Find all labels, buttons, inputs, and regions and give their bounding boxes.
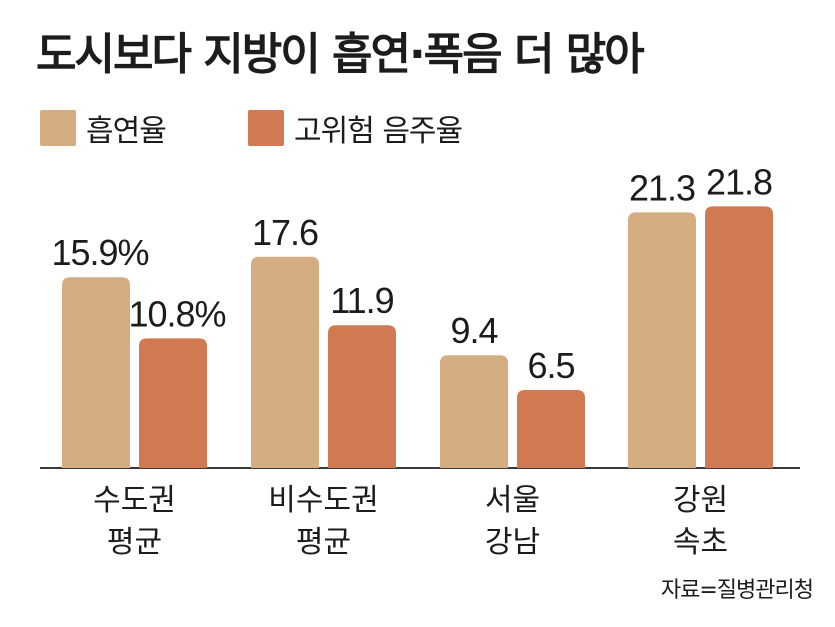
category-label-1-1: 평균	[296, 525, 351, 560]
category-label-3-0: 강원	[673, 483, 728, 518]
category-label-0-0: 수도권	[93, 483, 176, 518]
bar-drinking-3	[705, 206, 773, 468]
legend-swatch-drinking	[248, 110, 284, 146]
legend-item-smoking: 흡연율	[40, 108, 167, 149]
chart-title: 도시보다 지방이 흡연·폭음 더 많아	[36, 29, 645, 80]
data-label-drinking-0: 10.8%	[128, 293, 225, 334]
data-label-smoking-0: 15.9%	[51, 232, 148, 273]
source-note: 자료=질병관리청	[660, 578, 814, 603]
bar-smoking-3	[628, 212, 696, 468]
legend-swatch-smoking	[40, 110, 76, 146]
category-label-3-1: 속초	[673, 525, 728, 560]
data-label-smoking-3: 21.3	[629, 167, 695, 208]
data-label-drinking-3: 21.8	[706, 161, 772, 202]
bar-smoking-0	[62, 277, 130, 468]
category-label-2-0: 서울	[485, 483, 540, 518]
bar-drinking-2	[517, 390, 585, 468]
bar-drinking-1	[328, 325, 396, 468]
bar-smoking-1	[251, 256, 319, 468]
legend-label-smoking: 흡연율	[86, 114, 167, 149]
bar-smoking-2	[440, 355, 508, 468]
category-label-1-0: 비수도권	[268, 483, 378, 518]
data-label-drinking-1: 11.9	[330, 280, 393, 321]
legend-item-drinking: 고위험 음주율	[248, 108, 463, 149]
data-label-smoking-2: 9.4	[450, 310, 497, 351]
bar-drinking-0	[139, 338, 207, 468]
legend-label-drinking: 고위험 음주율	[294, 114, 463, 149]
category-label-2-1: 강남	[485, 525, 540, 560]
data-label-drinking-2: 6.5	[527, 345, 574, 386]
data-label-smoking-1: 17.6	[252, 212, 318, 253]
category-label-0-1: 평균	[107, 525, 162, 560]
